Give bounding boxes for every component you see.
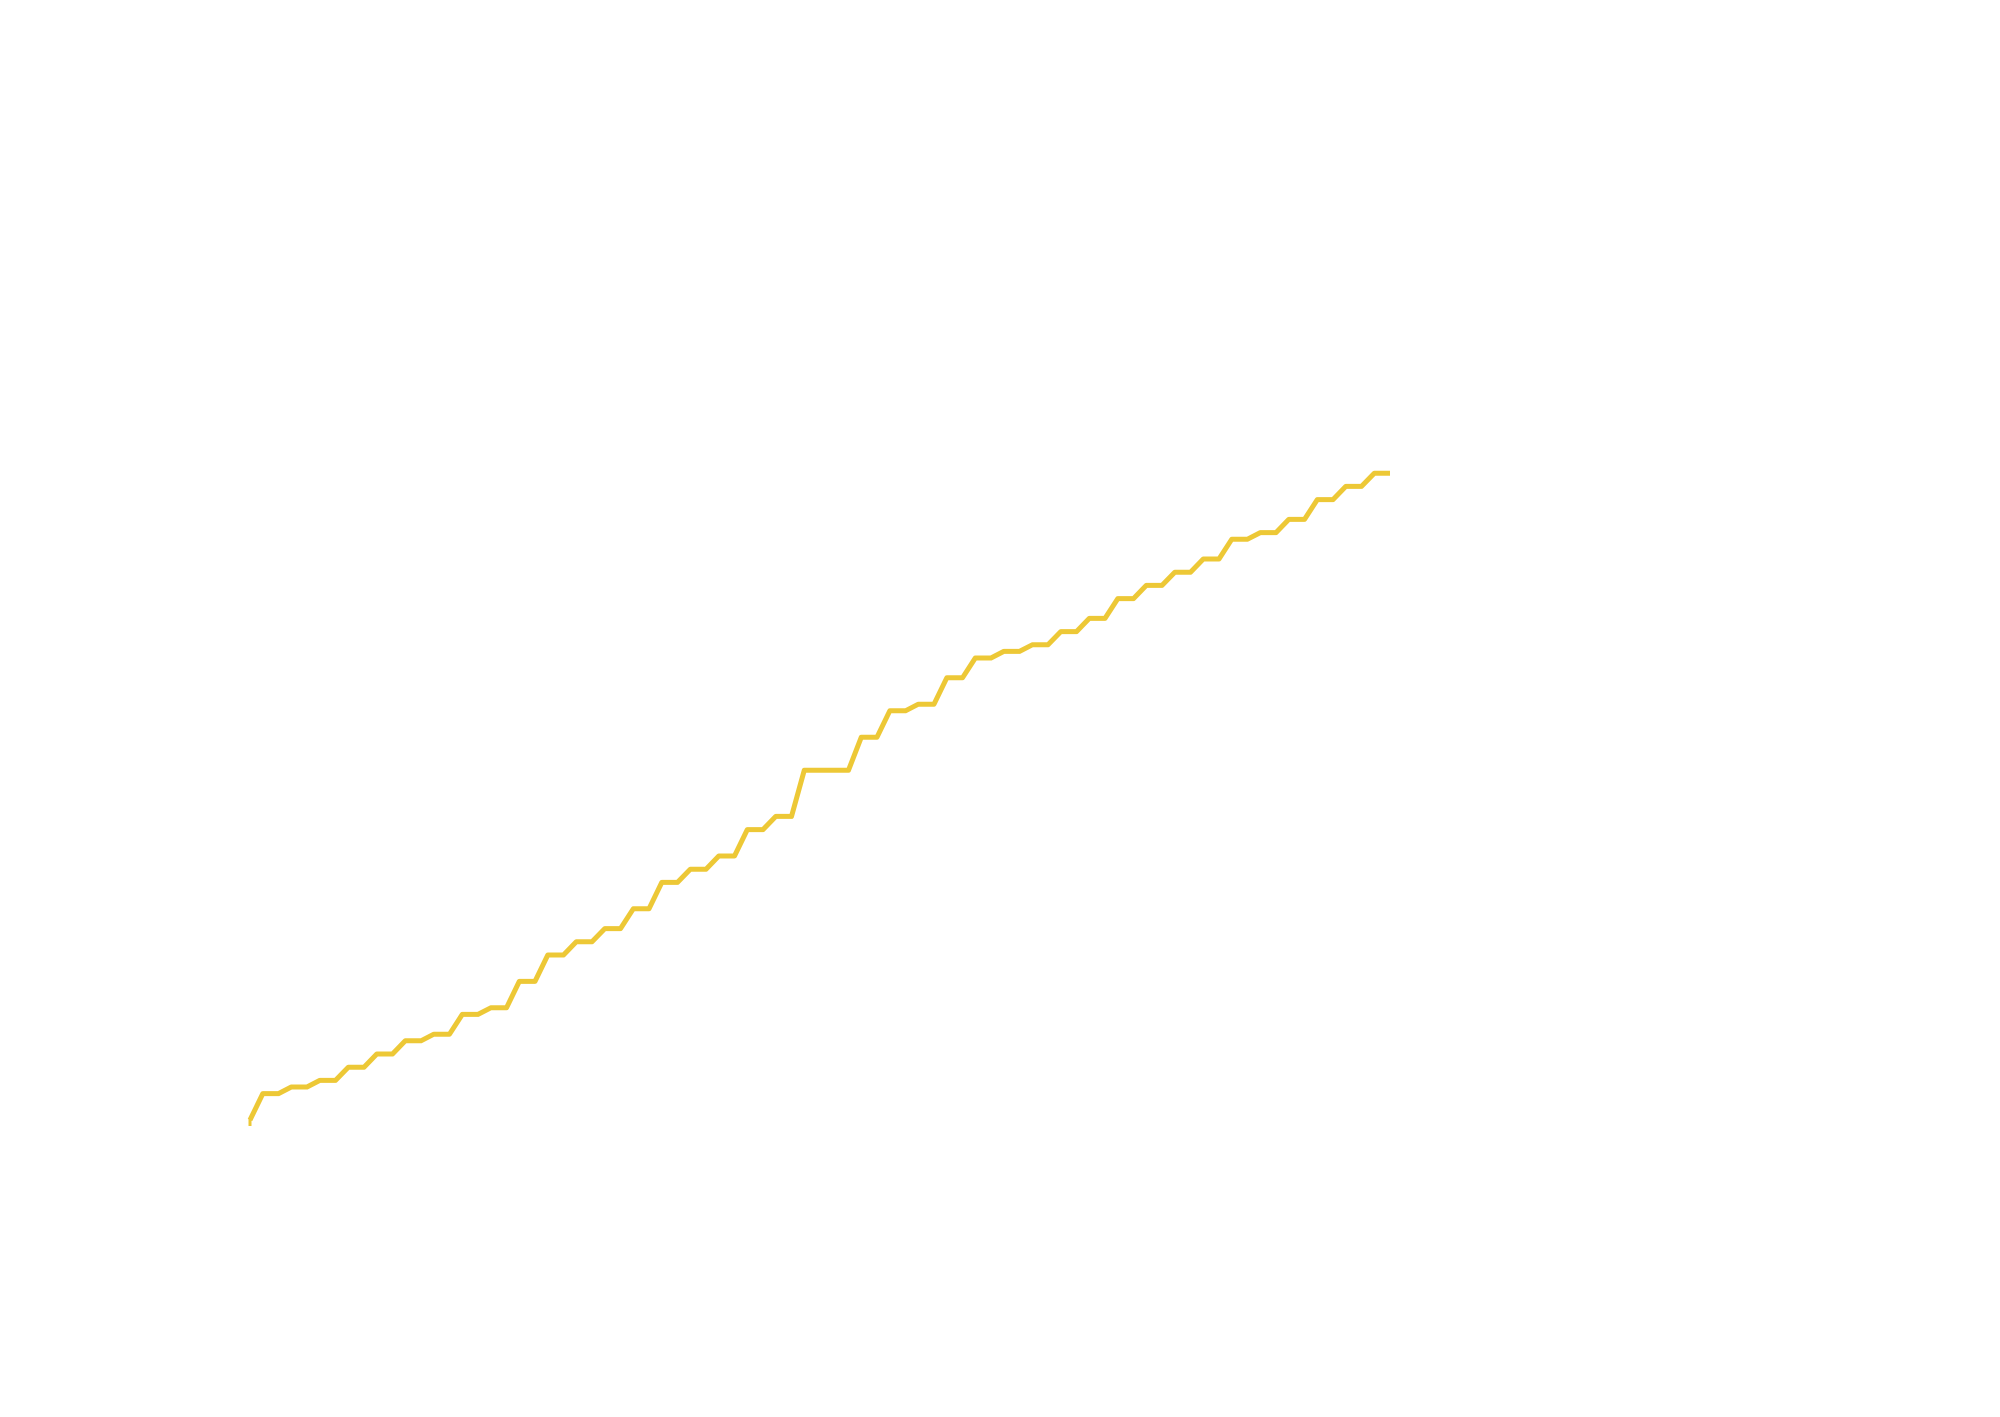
series-line-0 xyxy=(247,470,1390,1122)
series-layer xyxy=(247,470,1390,1126)
